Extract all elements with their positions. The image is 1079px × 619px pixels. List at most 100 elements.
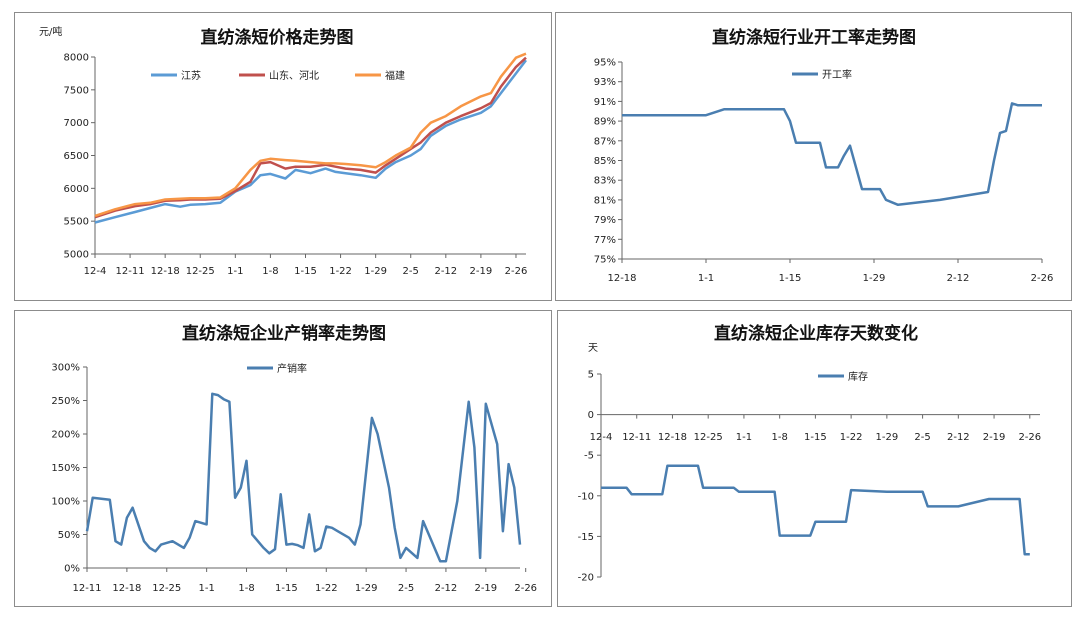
x-tick-label: 1-15 xyxy=(779,273,802,284)
x-tick-label: 1-29 xyxy=(355,583,378,594)
x-tick-label: 2-26 xyxy=(505,266,528,277)
chart-title: 直纺涤短价格走势图 xyxy=(201,27,354,48)
y-tick-label: 95% xyxy=(594,58,616,69)
legend-label: 江苏 xyxy=(181,69,201,82)
x-tick-label: 2-26 xyxy=(1018,432,1041,443)
y-tick-label: 7500 xyxy=(64,85,89,96)
x-tick-label: 1-29 xyxy=(364,266,387,277)
x-tick-label: 12-4 xyxy=(84,266,107,277)
y-tick-label: 5500 xyxy=(64,217,89,228)
y-tick-label: -10 xyxy=(578,491,594,502)
y-tick-label: 250% xyxy=(51,396,80,407)
x-tick-label: 12-25 xyxy=(694,432,723,443)
x-tick-label: 1-29 xyxy=(863,273,886,284)
legend-label: 产销率 xyxy=(277,362,307,375)
x-tick-label: 2-12 xyxy=(947,432,970,443)
y-tick-label: 89% xyxy=(594,117,616,128)
y-tick-label: 8000 xyxy=(64,53,89,64)
x-tick-label: 2-12 xyxy=(434,266,457,277)
x-tick-label: 2-5 xyxy=(914,432,930,443)
x-tick-label: 2-19 xyxy=(983,432,1006,443)
x-tick-label: 1-22 xyxy=(315,583,338,594)
x-tick-label: 12-25 xyxy=(186,266,215,277)
series-line xyxy=(94,56,527,219)
x-tick-label: 2-19 xyxy=(474,583,497,594)
y-tick-label: 91% xyxy=(594,97,616,108)
sales-rate-chart: 直纺涤短企业产销率走势图 0% 50% 100% 150% 200% 250% 300% 12-… xyxy=(51,323,537,594)
y-tick-label: -20 xyxy=(578,573,594,584)
x-tick-label: 1-8 xyxy=(238,583,254,594)
y-tick-label: 75% xyxy=(594,255,616,266)
x-tick-label: 1-29 xyxy=(876,432,899,443)
legend-label: 山东、河北 xyxy=(269,69,319,82)
x-tick-label: 12-25 xyxy=(152,583,181,594)
x-tick-label: 12-4 xyxy=(590,432,613,443)
operating-rate-chart: 直纺涤短行业开工率走势图 75% 77% 79% 81% 83% 85% 87% 89% 91% 9… xyxy=(594,27,1054,284)
series-line xyxy=(622,102,1042,207)
y-tick-label: 0% xyxy=(64,564,80,575)
legend-label: 开工率 xyxy=(822,68,852,81)
x-tick-label: 1-1 xyxy=(698,273,714,284)
chart-title: 直纺涤短企业产销率走势图 xyxy=(182,323,386,344)
x-tick-label: 12-11 xyxy=(72,583,101,594)
x-tick-label: 12-18 xyxy=(112,583,141,594)
x-tick-label: 12-11 xyxy=(622,432,651,443)
legend-label: 福建 xyxy=(385,69,405,82)
x-tick-label: 12-18 xyxy=(607,273,636,284)
x-tick-label: 1-8 xyxy=(771,432,787,443)
y-tick-label: 79% xyxy=(594,215,616,226)
chart-title: 直纺涤短行业开工率走势图 xyxy=(712,27,916,48)
y-tick-label: 6000 xyxy=(64,184,89,195)
x-tick-label: 12-18 xyxy=(151,266,180,277)
y-tick-label: 5 xyxy=(588,370,594,381)
y-tick-label: 100% xyxy=(51,497,80,508)
y-tick-label: 87% xyxy=(594,136,616,147)
price-chart: 直纺涤短价格走势图 元/吨 5000 5500 6000 6500 7000 7500 8000… xyxy=(39,25,528,277)
y-axis-unit-label: 元/吨 xyxy=(39,25,62,38)
y-tick-label: 6500 xyxy=(64,151,89,162)
x-tick-label: 2-19 xyxy=(470,266,493,277)
y-tick-label: 200% xyxy=(51,430,80,441)
series-line xyxy=(94,59,527,224)
operating-rate-chart-panel: 直纺涤短行业开工率走势图 75% 77% 79% 81% 83% 85% 87% 89% 91% 9… xyxy=(555,12,1072,301)
x-tick-label: 2-26 xyxy=(514,583,537,594)
x-tick-label: 1-15 xyxy=(294,266,317,277)
x-tick-label: 1-8 xyxy=(262,266,278,277)
x-tick-label: 1-1 xyxy=(227,266,243,277)
x-tick-label: 12-11 xyxy=(116,266,145,277)
y-tick-label: 93% xyxy=(594,77,616,88)
series-line xyxy=(601,464,1030,556)
y-tick-label: 5000 xyxy=(64,250,89,261)
y-tick-label: -15 xyxy=(578,532,594,543)
inventory-days-chart-panel: 直纺涤短企业库存天数变化天 -20 -15 -10 -5 0 5 12-4 12-11 12-18… xyxy=(557,310,1072,607)
sales-rate-chart-panel: 直纺涤短企业产销率走势图 0% 50% 100% 150% 200% 250% 300% 12-… xyxy=(14,310,552,607)
y-tick-label: 0 xyxy=(588,410,594,421)
y-axis-unit-label: 天 xyxy=(588,343,598,354)
x-tick-label: 1-1 xyxy=(198,583,214,594)
x-tick-label: 2-26 xyxy=(1031,273,1054,284)
legend-label: 库存 xyxy=(848,370,868,383)
y-tick-label: 81% xyxy=(594,195,616,206)
y-tick-label: 83% xyxy=(594,176,616,187)
y-tick-label: 77% xyxy=(594,235,616,246)
x-tick-label: 12-18 xyxy=(658,432,687,443)
y-tick-label: 7000 xyxy=(64,118,89,129)
x-tick-label: 1-15 xyxy=(275,583,298,594)
x-tick-label: 2-12 xyxy=(947,273,970,284)
y-tick-label: 300% xyxy=(51,363,80,374)
x-tick-label: 1-1 xyxy=(736,432,752,443)
x-tick-label: 2-5 xyxy=(403,266,419,277)
chart-title: 直纺涤短企业库存天数变化 xyxy=(714,323,918,344)
y-tick-label: 150% xyxy=(51,463,80,474)
y-tick-label: 50% xyxy=(58,530,80,541)
x-tick-label: 1-22 xyxy=(329,266,352,277)
price-chart-panel: 直纺涤短价格走势图 元/吨 5000 5500 6000 6500 7000 7500 8000… xyxy=(14,12,552,301)
x-tick-label: 2-12 xyxy=(435,583,458,594)
series-line xyxy=(85,392,522,563)
x-tick-label: 1-22 xyxy=(840,432,863,443)
y-tick-label: 85% xyxy=(594,156,616,167)
x-tick-label: 2-5 xyxy=(398,583,414,594)
x-tick-label: 1-15 xyxy=(804,432,827,443)
series-line xyxy=(94,52,527,218)
